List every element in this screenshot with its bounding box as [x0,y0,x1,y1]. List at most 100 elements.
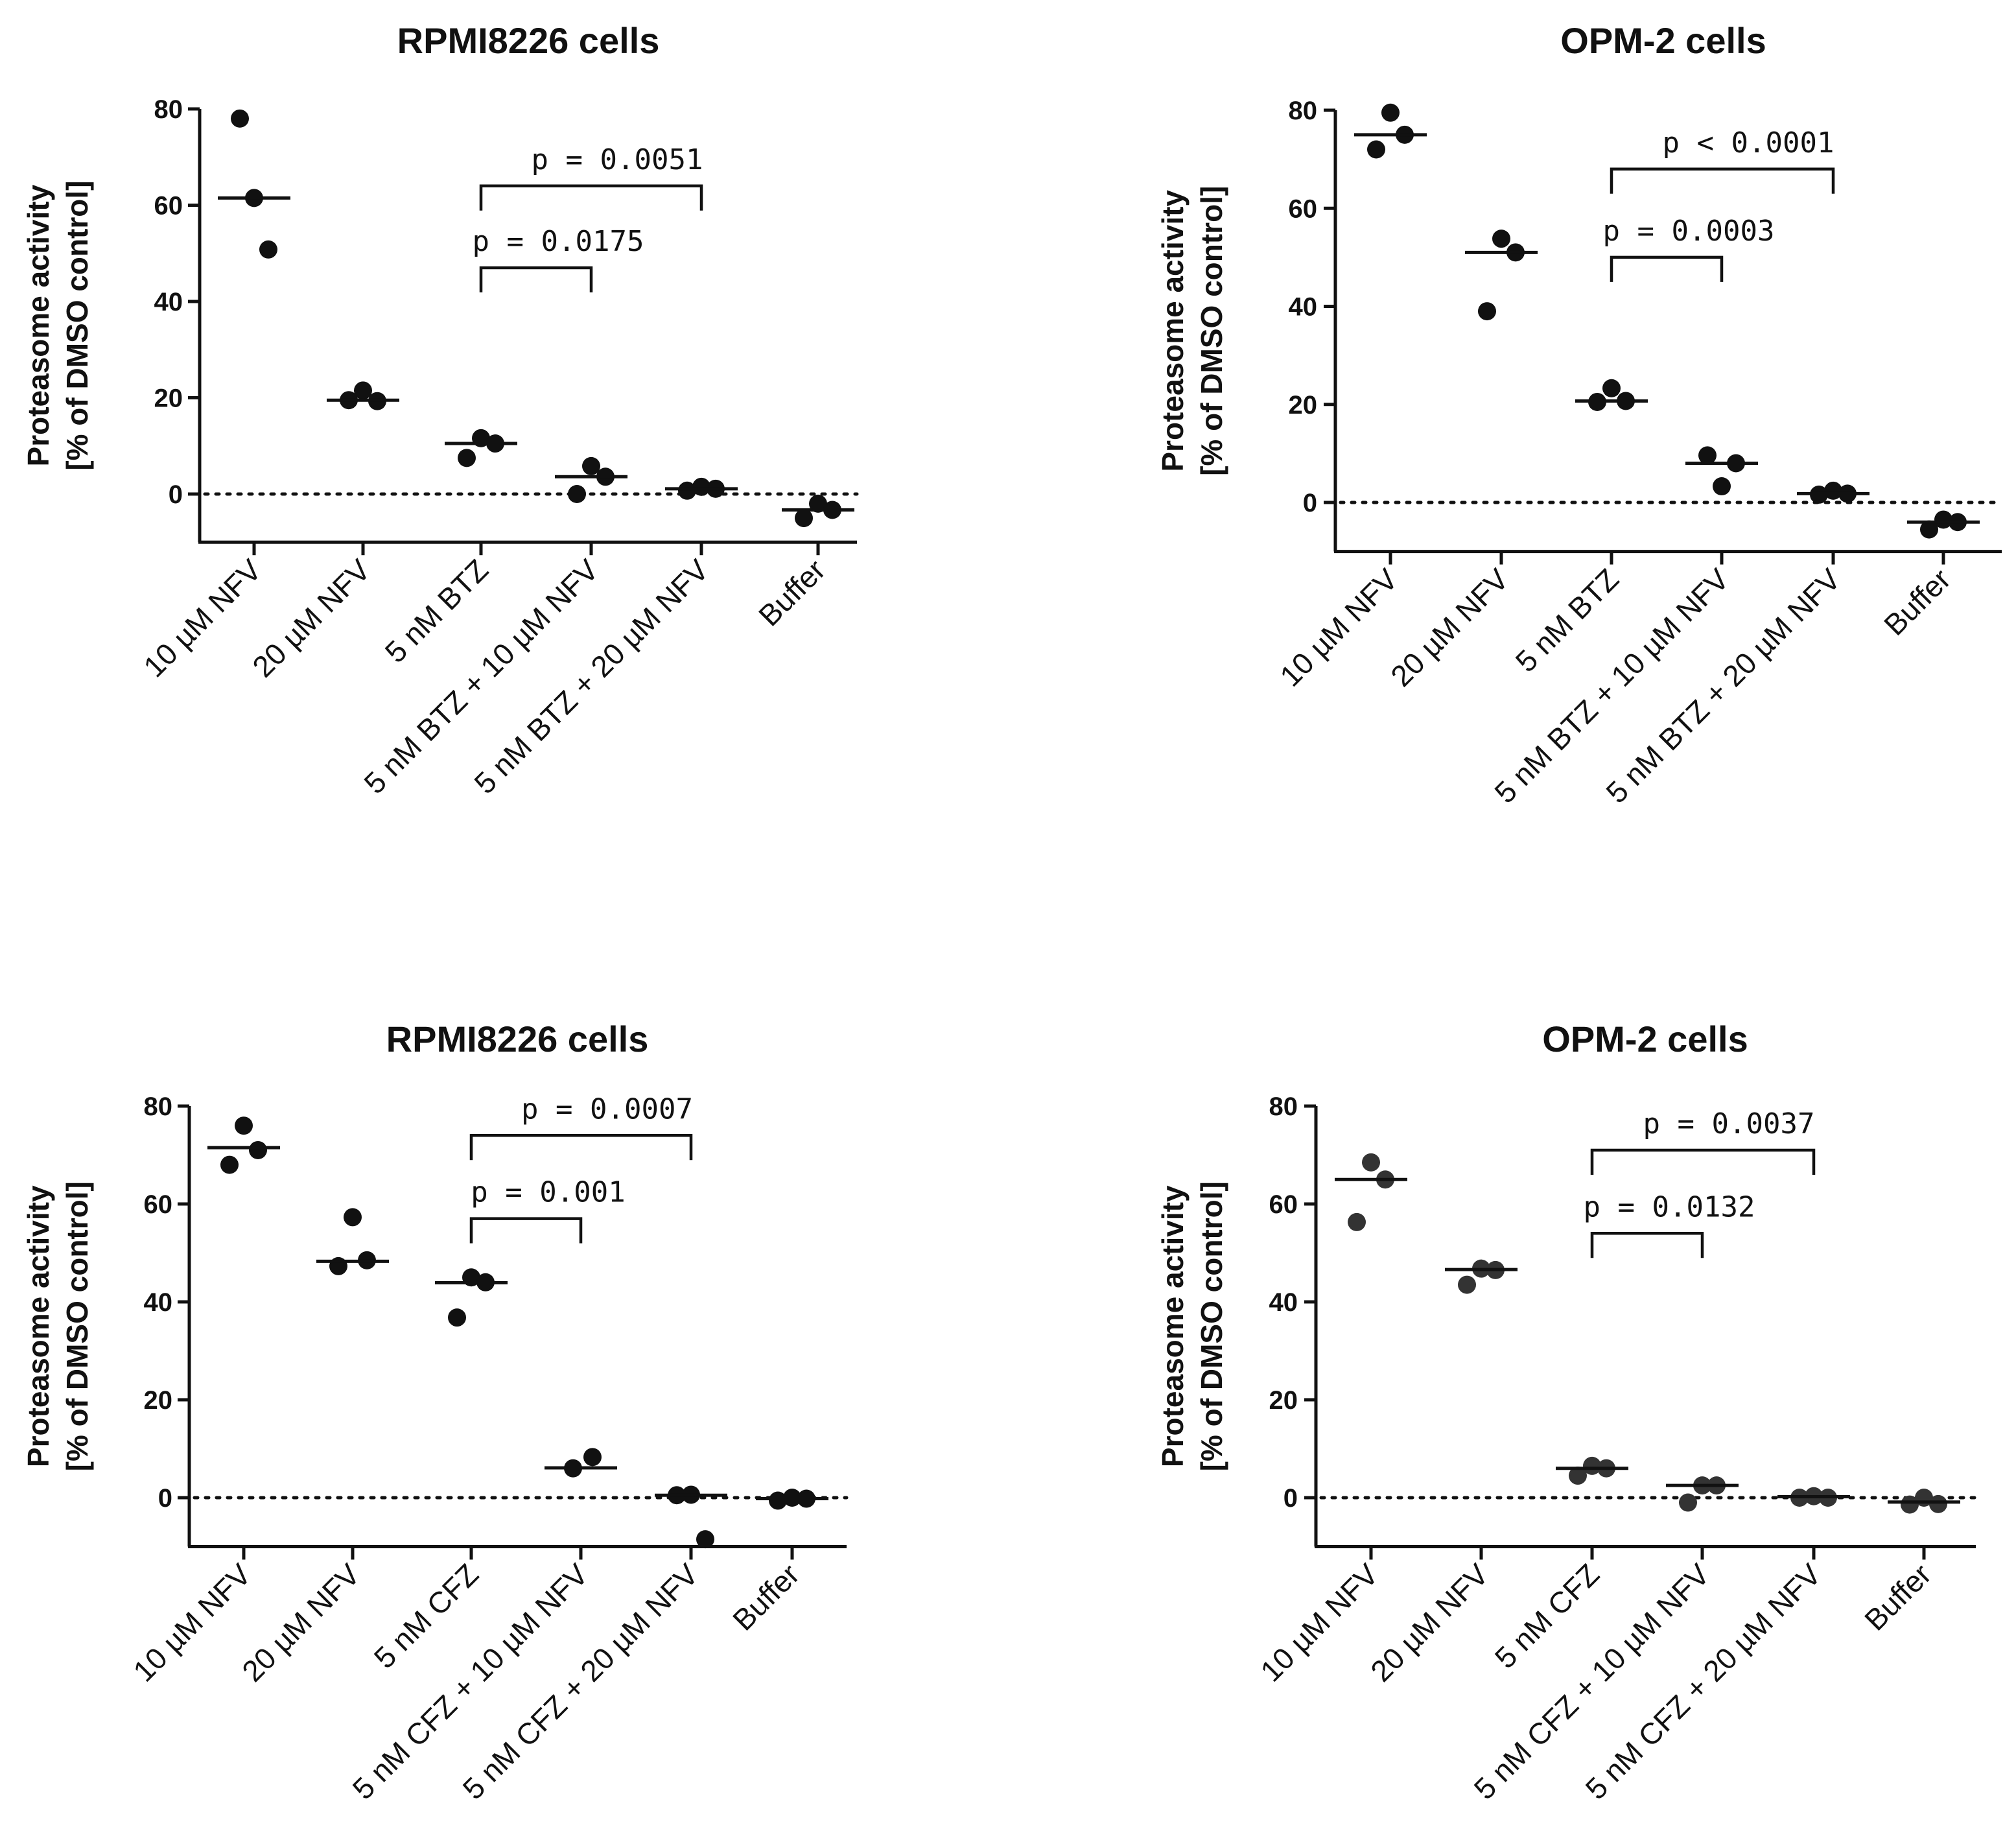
p-value-label: p = 0.0003 [1603,215,1775,248]
x-tick-label: Buffer [752,553,832,633]
y-tick-label: 0 [169,480,183,509]
data-point [1348,1212,1366,1231]
data-point [1698,446,1717,465]
x-tick-label: 10 µM NFV [1273,562,1404,693]
x-tick-label: 5 nM BTZ + 20 µM NFV [1599,562,1847,810]
data-point [344,1208,362,1227]
y-axis-label: Proteasome activity [1156,1185,1190,1467]
chart-title: OPM-2 cells [1542,1019,1748,1059]
p-value-label: p = 0.0132 [1584,1190,1755,1223]
x-tick-label: 5 nM BTZ [1509,562,1626,679]
significance-bracket [1610,167,1835,194]
chart-title: OPM-2 cells [1560,20,1766,61]
data-point [1934,510,1952,529]
y-tick-label: 80 [1269,1092,1298,1121]
data-point [1602,379,1621,397]
data-point [1920,520,1938,539]
data-point [1569,1467,1587,1485]
data-point [568,485,586,503]
x-tick-label: 20 µM NFV [246,552,377,683]
data-point [1492,230,1510,248]
y-tick-label: 20 [154,384,183,413]
data-point [1679,1493,1697,1512]
x-tick-label: 5 nM CFZ + 20 µM NFV [1579,1557,1828,1806]
y-tick-label: 40 [1269,1288,1298,1317]
p-value-label: p = 0.0051 [532,143,703,176]
y-axis-label-units: [% of DMSO control] [60,181,94,471]
data-point [354,381,372,400]
data-point [1713,477,1731,496]
y-tick-label: 20 [1289,391,1318,419]
y-tick-label: 80 [1289,97,1318,125]
y-axis-label: Proteasome activity [1156,190,1190,472]
y-tick-label: 40 [144,1288,173,1317]
chart-title: RPMI8226 cells [397,20,660,61]
x-tick-label: 10 µM NFV [137,552,268,683]
p-value-label: p = 0.0037 [1643,1107,1815,1140]
y-tick-label: 0 [158,1484,172,1513]
x-tick-label: 20 µM NFV [1384,562,1515,693]
significance-bracket [479,184,703,211]
data-point [678,481,696,500]
significance-bracket [1590,1148,1816,1175]
y-axis-label-units: [% of DMSO control] [60,1181,94,1471]
data-point [458,449,476,467]
data-point [809,494,827,513]
p-value-label: p = 0.0007 [521,1092,693,1126]
data-point [795,509,813,528]
y-tick-label: 80 [154,95,183,124]
data-point [1381,103,1400,122]
data-point [249,1140,267,1159]
x-tick-label: 5 nM CFZ [368,1557,485,1675]
x-tick-label: Buffer [726,1557,806,1637]
y-tick-label: 0 [1303,489,1317,517]
chart-panel-2: OPM-2 cells Proteasome activity [% of DMSO… [1156,20,2004,810]
data-point [1367,140,1385,159]
chart-panel-1: RPMI8226 cells Proteasome activity [% of D… [21,20,859,800]
data-point [696,1530,714,1549]
data-point [692,477,710,496]
data-point [1929,1494,1947,1513]
x-tick-label: 5 nM CFZ [1488,1557,1606,1675]
p-value-label: p = 0.001 [471,1176,625,1209]
chart-panel-3: RPMI8226 cells Proteasome activity [% of D… [21,1019,849,1806]
data-point [769,1491,787,1510]
data-point [448,1308,466,1327]
p-value-label: p = 0.0175 [473,225,644,258]
data-point [220,1155,239,1174]
data-point [1458,1275,1476,1294]
x-tick-label: 5 nM BTZ [379,553,495,670]
significance-bracket [479,266,593,293]
x-tick-label: Buffer [1858,1557,1938,1637]
y-tick-label: 60 [154,192,183,220]
chart-title: RPMI8226 cells [386,1019,649,1059]
x-tick-label: 10 µM NFV [126,1557,257,1688]
data-point [1901,1495,1919,1514]
y-tick-label: 80 [144,1092,173,1121]
y-axis-label-units: [% of DMSO control] [1195,186,1228,476]
p-value-label: p < 0.0001 [1663,126,1834,159]
data-point [1478,302,1496,321]
y-axis-label: Proteasome activity [21,184,55,466]
significance-bracket [469,1134,693,1161]
y-tick-label: 20 [144,1386,173,1415]
data-point [1362,1153,1380,1172]
y-tick-label: 40 [154,288,183,316]
y-tick-label: 60 [144,1190,173,1219]
data-point [1583,1456,1601,1475]
y-tick-label: 40 [1289,293,1318,322]
x-tick-label: Buffer [1877,562,1957,642]
y-tick-label: 0 [1283,1484,1298,1513]
significance-bracket [1610,255,1724,282]
y-axis-label: Proteasome activity [21,1185,55,1467]
data-point [583,1448,602,1467]
y-tick-label: 60 [1289,195,1318,223]
data-point [582,456,600,475]
significance-bracket [1590,1232,1704,1258]
y-tick-label: 60 [1269,1190,1298,1219]
x-tick-label: 20 µM NFV [235,1557,366,1688]
x-tick-label: 20 µM NFV [1364,1557,1495,1688]
data-point [231,109,249,128]
x-tick-label: 10 µM NFV [1254,1557,1385,1688]
